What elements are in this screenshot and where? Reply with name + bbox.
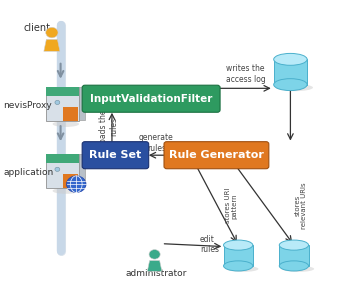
Polygon shape	[279, 245, 309, 266]
Text: client: client	[23, 22, 50, 33]
FancyBboxPatch shape	[46, 87, 79, 121]
FancyBboxPatch shape	[82, 142, 149, 169]
FancyBboxPatch shape	[79, 87, 85, 119]
Polygon shape	[274, 59, 307, 85]
FancyBboxPatch shape	[164, 142, 269, 169]
Polygon shape	[224, 245, 253, 266]
Text: InputValidationFilter: InputValidationFilter	[90, 94, 212, 104]
FancyBboxPatch shape	[46, 154, 79, 188]
FancyBboxPatch shape	[46, 87, 79, 96]
Ellipse shape	[279, 240, 309, 250]
Circle shape	[55, 100, 60, 104]
Ellipse shape	[276, 84, 313, 91]
Text: Rule Generator: Rule Generator	[169, 150, 264, 160]
FancyBboxPatch shape	[79, 154, 85, 186]
FancyBboxPatch shape	[82, 85, 220, 112]
Ellipse shape	[274, 53, 307, 65]
Ellipse shape	[279, 261, 309, 271]
Text: writes the
access log: writes the access log	[226, 64, 265, 84]
Polygon shape	[44, 39, 60, 51]
Text: nevisProxy: nevisProxy	[3, 101, 52, 110]
Circle shape	[149, 250, 160, 259]
Ellipse shape	[224, 240, 253, 250]
Text: application: application	[3, 168, 53, 177]
Text: stores
relevant URIs: stores relevant URIs	[294, 182, 307, 229]
Text: administrator: administrator	[125, 269, 186, 278]
Ellipse shape	[53, 188, 79, 194]
Circle shape	[55, 167, 60, 171]
Text: generate
rules: generate rules	[139, 134, 174, 153]
Text: Rule Set: Rule Set	[89, 150, 141, 160]
Text: loads the
rules: loads the rules	[99, 109, 118, 145]
Ellipse shape	[282, 266, 314, 272]
Ellipse shape	[274, 79, 307, 91]
Ellipse shape	[226, 266, 258, 272]
Ellipse shape	[53, 121, 79, 127]
FancyBboxPatch shape	[63, 107, 78, 121]
Polygon shape	[147, 261, 162, 271]
Ellipse shape	[224, 261, 253, 271]
Text: stores URI
pattern: stores URI pattern	[225, 188, 238, 224]
Circle shape	[46, 27, 58, 38]
FancyBboxPatch shape	[46, 154, 79, 163]
Text: edit
rules: edit rules	[200, 235, 219, 254]
Circle shape	[66, 176, 86, 193]
FancyBboxPatch shape	[63, 173, 78, 188]
